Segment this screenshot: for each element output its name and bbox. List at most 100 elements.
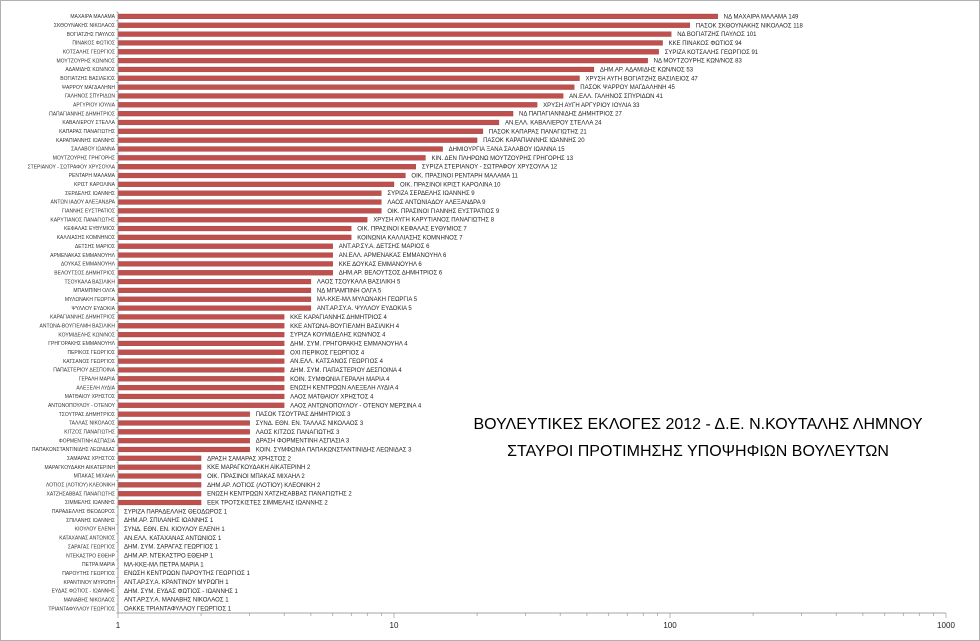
- bar: [117, 243, 333, 249]
- bar-value-label: ΣΥΡΙΖΑ ΠΑΡΑΔΕΛΛΗΣ ΘΕΟΔΩΡΟΣ 1: [124, 509, 228, 515]
- category-label: ΠΙΝΑΚΟΣ ΦΩΤΙΟΣ: [72, 41, 115, 47]
- bar-value-label: ΕΝΩΣΗ ΚΕΝΤΡΩΩΝ ΠΑΡΟΥΤΗΣ ΓΕΩΡΓΙΟΣ 1: [124, 571, 250, 577]
- category-label: ΣΤΕΡΙΑΝΟΥ - ΣΩΤΡΑΦΟΥ ΧΡΥΣΟΥΛΑ: [28, 164, 116, 170]
- category-label: ΜΠΑΚΑΣ ΜΙΧΑΗΛ: [74, 474, 116, 480]
- bar: [117, 340, 285, 347]
- bar-value-label: ΚΟΙΝ. ΣΥΜΦΩΝΙΑ ΠΑΠΑΚΩΝΣΤΑΝΤΙΝΙΔΗΣ ΛΕΩΝΙΔ…: [256, 447, 412, 453]
- bar: [117, 84, 575, 90]
- x-tick-label: 1000: [937, 621, 955, 630]
- category-label: ΚΑΡΥΤΙΑΝΟΣ ΠΑΝΑΓΙΩΤΗΣ: [50, 217, 115, 223]
- bar-value-label: ΣΥΡΙΖΑ ΚΟΥΜΙΔΕΛΗΣ ΚΩΝ/ΝΟΣ 4: [290, 333, 386, 339]
- bar-value-label: ΑΝΤ.ΑΡ.ΣΥ.Α. ΜΑΝΑΒΗΣ ΝΙΚΟΛΑΟΣ 1: [124, 598, 229, 604]
- category-label: ΒΟΓΙΑΤΖΗΣ ΠΑΥΛΟΣ: [67, 32, 115, 38]
- bar-value-label: ΛΑΟΣ ΤΣΟΥΚΑΛΑ ΒΑΣΙΛΙΚΗ 5: [317, 280, 401, 286]
- category-label: ΜΑΧΑΙΡΑ ΜΑΛΑΜΑ: [70, 14, 115, 20]
- bar-value-label: ΟΙΚ. ΠΡΑΣΙΝΟΙ ΚΡΙΣΤ ΚΑΡΟΛΙΝΑ 10: [400, 182, 501, 188]
- bar: [117, 111, 514, 117]
- bar: [117, 420, 250, 426]
- category-label: ΤΑΛΛΑΣ ΝΙΚΟΛΑΟΣ: [69, 421, 115, 427]
- category-label: ΚΡΑΝΤΙΝΟΥ ΜΥΡΩΠΗ: [64, 580, 116, 586]
- category-label: ΚΑΒΑΛΙΕΡΟΥ ΣΤΕΛΛΑ: [62, 120, 115, 126]
- bar: [117, 208, 382, 214]
- axes-group: 1 10 100 1000: [116, 11, 955, 630]
- category-label: ΣΕΡΔΕΛΗΣ ΙΩΑΝΝΗΣ: [65, 191, 115, 197]
- category-label: ΣΑΛΑΒΟΥ ΙΩΑΝΝΑ: [71, 147, 115, 153]
- bar: [117, 332, 285, 338]
- bar-value-label: ΚΚΕ ΠΙΝΑΚΟΣ ΦΩΤΙΟΣ 94: [669, 41, 743, 47]
- bar: [117, 252, 333, 258]
- bar-value-label: ΔΗΜ.ΑΡ. ΝΤΕΚΑΣΤΡΟ ΕΘΕΗΡ 1: [124, 554, 214, 560]
- category-label: ΣΚΘΟΥΝΑΚΗΣ ΝΙΚΟΛΑΟΣ: [54, 23, 115, 29]
- bar-value-label: ΣΥΡΙΖΑ ΣΤΕΡΙΑΝΟΥ - ΣΩΤΡΑΦΟΥ ΧΡΥΣΟΥΛΑ 12: [422, 165, 558, 171]
- category-label: ΣΑΜΑΡΑΣ ΧΡΗΣΤΟΣ: [67, 456, 115, 462]
- bar: [117, 217, 368, 223]
- category-label: ΑΔΑΜΙΔΗΣ ΚΩΝ/ΝΟΣ: [65, 67, 115, 73]
- bar-value-label: ΔΗΜ. ΣΥΜ. ΕΥΔΑΣ ΦΩΤΙΟΣ - ΙΩΑΝΝΗΣ 1: [124, 589, 239, 595]
- bar: [117, 102, 538, 108]
- bar-value-label: ΧΡΥΣΗ ΑΥΓΗ ΒΟΓΙΑΤΖΗΣ ΒΑΣΙΛΕΙΟΣ 47: [586, 76, 699, 82]
- bar-value-label: ΔΗΜ.ΑΡ. ΛΟΤΙΟΣ (ΛΟΤΙΟΥ) ΚΛΕΟΝΙΚΗ 2: [207, 483, 321, 489]
- bar: [117, 40, 663, 46]
- bar: [117, 491, 202, 497]
- bar-value-label: ΔΗΜ.ΑΡ. ΣΠΙΛΑΝΗΣ ΙΩΑΝΝΗΣ 1: [124, 518, 214, 524]
- bar-value-label: ΔΗΜ. ΣΥΜ. ΣΑΡΑΓΑΣ ΓΕΩΡΓΙΟΣ 1: [124, 545, 219, 551]
- bar-value-labels-group: ΝΔ ΜΑΧΑΙΡΑ ΜΑΛΑΜΑ 149 ΠΑΣΟΚ ΣΚΘΟΥΝΑΚΗΣ ΝΙ…: [124, 14, 803, 612]
- bar: [117, 385, 285, 391]
- category-label: ΚΟΤΣΑΛΗΣ ΓΕΩΡΓΙΟΣ: [63, 49, 115, 55]
- bar: [117, 146, 443, 152]
- category-label: ΠΕΡΙΚΟΣ ΓΕΩΡΓΙΟΣ: [67, 350, 115, 356]
- bar-value-label: ΔΗΜ.ΑΡ. ΑΔΑΜΙΔΗΣ ΚΩΝ/ΝΟΣ 53: [600, 67, 694, 73]
- bar: [117, 234, 352, 240]
- bar-value-label: ΜΛ-ΚΚΕ-ΜΛ ΜΥΛΩΝΑΚΗ ΓΕΩΡΓΙΑ 5: [317, 297, 418, 303]
- chart-title: ΒΟΥΛΕΥΤΙΚΕΣ ΕΚΛΟΓΕΣ 2012 - Δ.Ε. Ν.ΚΟΥΤΑΛ…: [418, 411, 978, 465]
- bar-value-label: ΝΔ ΒΟΓΙΑΤΖΗΣ ΠΑΥΛΟΣ 101: [677, 32, 757, 38]
- category-label: ΜΠΑΜΠΙΝΗ ΟΛΓΑ: [73, 288, 115, 294]
- bar: [117, 261, 333, 267]
- category-label: ΦΟΡΜΕΝΤΙΝΗ ΑΣΠΑΣΙΑ: [59, 438, 116, 444]
- category-label: ΚΟΥΜΙΔΕΛΗΣ ΚΩΝ/ΝΟΣ: [58, 332, 115, 338]
- category-label: ΚΡΙΣΤ ΚΑΡΟΛΙΝΑ: [74, 182, 116, 188]
- category-label: ΜΟΥΤΖΟΥΡΗΣ ΚΩΝ/ΝΟΣ: [57, 58, 116, 64]
- bar-value-label: ΚΙΝ. ΔΕΝ ΠΛΗΡΩΝΩ ΜΟΥΤΖΟΥΡΗΣ ΓΡΗΓΟΡΗΣ 13: [431, 156, 573, 162]
- category-label: ΚΑΤΑΧΑΝΑΣ ΑΝΤΩΝΙΟΣ: [59, 536, 115, 542]
- category-label: ΓΡΗΓΟΡΑΚΗΣ ΕΜΜΑΝΟΥΗΛ: [48, 341, 115, 347]
- bar-value-label: ΚΚΕ ΔΟΥΚΑΣ ΕΜΜΑΝΟΥΗΛ 6: [339, 262, 423, 268]
- category-label: ΡΕΝΤΑΡΗ ΜΑΛΑΜΑ: [69, 173, 116, 179]
- bar: [117, 278, 312, 285]
- bar-value-label: ΛΑΟΣ ΜΑΤΘΑΙΟΥ ΧΡΗΣΤΟΣ 4: [290, 394, 374, 400]
- bar-value-label: ΑΝ.ΕΛΛ. ΑΡΜΕΝΑΚΑΣ ΕΜΜΑΝΟΥΗΛ 6: [339, 253, 447, 259]
- bar: [117, 93, 564, 99]
- category-label: ΣΠΙΛΑΝΗΣ ΙΩΑΝΝΗΣ: [66, 518, 115, 524]
- bar: [117, 137, 478, 143]
- bar-value-label: ΠΑΣΟΚ ΤΣΟΥΤΡΑΣ ΔΗΜΗΤΡΙΟΣ 3: [256, 412, 351, 418]
- category-label: ΚΙΤΖΟΣ ΠΑΝΑΓΙΩΤΗΣ: [64, 430, 115, 436]
- bar: [117, 22, 690, 28]
- bar: [117, 367, 285, 373]
- bar-value-label: ΠΑΣΟΚ ΣΚΘΟΥΝΑΚΗΣ ΝΙΚΟΛΑΟΣ 118: [696, 23, 804, 29]
- bar-value-label: ΕΝΩΣΗ ΚΕΝΤΡΩΩΝ ΑΛΕΞΕΛΗ ΛΥΔΙΑ 4: [290, 386, 399, 392]
- bar-value-label: ΟΑΚΚΕ ΤΡΙΑΝΤΑΦΥΛΛΟΥ ΓΕΩΡΓΙΟΣ 1: [124, 607, 232, 613]
- category-label: ΕΥΔΑΣ ΦΩΤΙΟΣ - ΙΩΑΝΝΗΣ: [52, 589, 115, 595]
- bar: [117, 119, 500, 126]
- bar-value-label: ΝΔ ΠΑΠΑΓΙΑΝΝΙΔΗΣ ΔΗΜΗΤΡΙΟΣ 27: [519, 112, 622, 118]
- category-label: ΚΑΠΑΡΑΣ ΠΑΝΑΓΙΩΤΗΣ: [59, 129, 115, 135]
- bar-value-label: ΔΗΜΙΟΥΡΓΙΑ ΞΑΝΑ ΣΑΛΑΒΟΥ ΙΩΑΝΝΑ 15: [449, 147, 566, 153]
- bar: [117, 376, 285, 382]
- bar-value-label: ΑΝ.ΕΛΛ. ΚΑΒΑΛΙΕΡΟΥ ΣΤΕΛΛΑ 24: [505, 120, 602, 126]
- bar: [117, 155, 426, 161]
- bar-value-label: ΛΑΟΣ ΑΝΤΩΝΟΠΟΥΛΟΥ - ΟΤΕΝΟΥ ΜΕΡΣΙΝΑ 4: [290, 403, 422, 409]
- bar-value-label: ΑΝ.ΕΛΛ. ΓΑΛΗΝΟΣ ΣΠΥΡΙΔΩΝ 41: [569, 94, 663, 100]
- category-labels-group: ΜΑΧΑΙΡΑ ΜΑΛΑΜΑ ΣΚΘΟΥΝΑΚΗΣ ΝΙΚΟΛΑΟΣ ΒΟΓΙΑΤΖ…: [28, 14, 116, 612]
- x-tick-label: 10: [390, 621, 399, 630]
- bar: [117, 482, 202, 488]
- category-label: ΑΝΤΩΝ ΙΑΔΟΥ ΑΛΕΞΑΝΔΡΑ: [50, 200, 115, 206]
- bar: [117, 181, 395, 187]
- bar: [117, 473, 202, 479]
- category-label: ΣΑΡΑΓΑΣ ΓΕΩΡΓΙΟΣ: [68, 544, 115, 550]
- bar-value-label: ΕΝΩΣΗ ΚΕΝΤΡΩΩΝ ΧΑΤΖΗΣΑΒΒΑΣ ΠΑΝΑΓΙΩΤΗΣ 2: [207, 492, 352, 498]
- category-label: ΤΣΟΥΤΡΑΣ ΔΗΜΗΤΡΙΟΣ: [59, 412, 115, 418]
- bars-group: [117, 13, 718, 506]
- bar-value-label: ΑΝ.ΕΛΛ. ΚΑΤΑΧΑΝΑΣ ΑΝΤΩΝΙΟΣ 1: [124, 536, 222, 542]
- bar: [117, 499, 202, 506]
